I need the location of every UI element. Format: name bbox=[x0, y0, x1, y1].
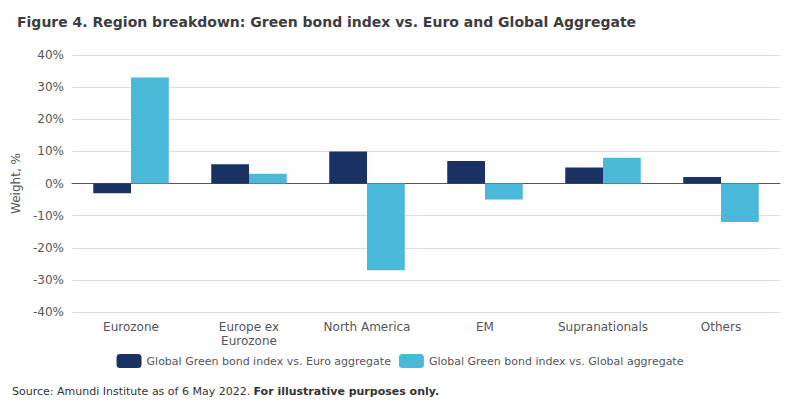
svg-text:30%: 30% bbox=[37, 80, 64, 94]
svg-text:40%: 40% bbox=[37, 48, 64, 62]
svg-text:North America: North America bbox=[324, 320, 411, 334]
svg-text:Europe ex: Europe ex bbox=[219, 320, 279, 334]
svg-text:Others: Others bbox=[701, 320, 741, 334]
svg-text:20%: 20% bbox=[37, 112, 64, 126]
svg-text:Global Green bond index vs. Gl: Global Green bond index vs. Global aggre… bbox=[429, 355, 684, 368]
svg-text:Source: Amundi Institute as of: Source: Amundi Institute as of 6 May 202… bbox=[12, 385, 250, 398]
svg-text:Eurozone: Eurozone bbox=[221, 334, 277, 348]
svg-text:Eurozone: Eurozone bbox=[103, 320, 159, 334]
svg-text:0%: 0% bbox=[45, 177, 64, 191]
svg-text:Figure 4. Region breakdown: Gr: Figure 4. Region breakdown: Green bond i… bbox=[17, 14, 636, 30]
svg-text:10%: 10% bbox=[37, 144, 64, 158]
svg-text:EM: EM bbox=[476, 320, 494, 334]
svg-text:Supranationals: Supranationals bbox=[558, 320, 648, 334]
svg-text:-40%: -40% bbox=[33, 305, 64, 319]
svg-text:Weight, %: Weight, % bbox=[9, 153, 23, 214]
svg-text:-20%: -20% bbox=[33, 241, 64, 255]
svg-text:-10%: -10% bbox=[33, 209, 64, 223]
svg-text:For illustrative purposes only: For illustrative purposes only. bbox=[254, 385, 440, 398]
svg-text:-30%: -30% bbox=[33, 273, 64, 287]
svg-text:Global Green bond index vs. Eu: Global Green bond index vs. Euro aggrega… bbox=[147, 355, 392, 368]
